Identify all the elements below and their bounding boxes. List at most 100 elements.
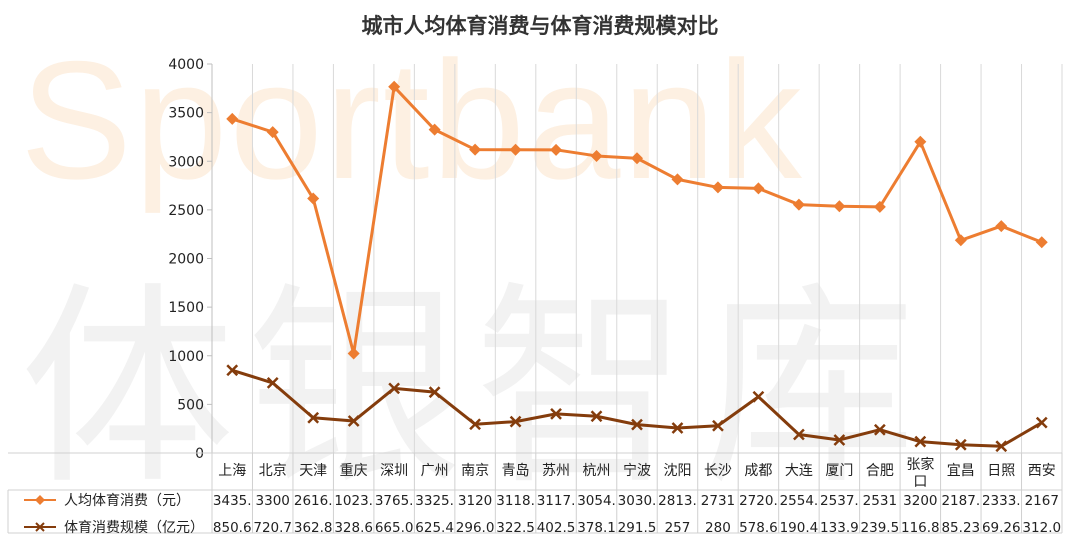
category-label: 宜昌 — [947, 463, 975, 479]
table-value: 3200 — [903, 493, 937, 509]
data-point — [307, 411, 320, 424]
category-label: 重庆 — [340, 463, 368, 479]
data-point — [711, 181, 724, 194]
category-label: 西安 — [1028, 463, 1056, 479]
data-point — [509, 143, 522, 156]
table-value: 291.5 — [618, 520, 657, 536]
category-label: 成都 — [744, 463, 772, 479]
table-value: 578.6 — [739, 520, 778, 536]
category-label: 广州 — [421, 463, 449, 479]
table-value: 116.8 — [901, 520, 940, 536]
data-point — [1035, 236, 1048, 249]
data-point — [752, 390, 765, 403]
series-line — [231, 85, 1043, 355]
y-tick-label: 0 — [195, 446, 204, 462]
data-point — [995, 220, 1008, 233]
y-tick-label: 2500 — [168, 203, 204, 219]
category-label: 青岛 — [502, 463, 530, 479]
category-label: 大连 — [785, 463, 813, 479]
legend-marker — [35, 522, 45, 532]
table-value: 239.5 — [861, 520, 900, 536]
chart-grid — [211, 64, 1063, 453]
legend-label: 体育消费规模（亿元） — [64, 520, 204, 536]
y-tick-label: 3500 — [168, 106, 204, 122]
category-label: 深圳 — [380, 463, 408, 479]
data-point — [914, 135, 927, 148]
data-point — [307, 192, 320, 205]
data-point — [671, 422, 684, 434]
table-value: 2187. — [941, 493, 980, 509]
data-point — [671, 173, 684, 186]
data-point — [873, 200, 886, 213]
table-value: 625.4 — [415, 520, 454, 536]
data-point — [226, 364, 239, 377]
table-value: 2537. — [820, 493, 859, 509]
category-label: 口 — [913, 474, 927, 490]
table-value: 378.1 — [577, 520, 616, 536]
data-point — [428, 123, 441, 136]
y-tick-label: 500 — [177, 397, 204, 413]
table-value: 85.23 — [941, 520, 980, 536]
data-point — [509, 415, 522, 428]
table-value: 3030. — [618, 493, 657, 509]
data-point — [550, 143, 563, 156]
data-point — [388, 80, 401, 93]
data-point — [388, 382, 401, 395]
y-tick-label: 1000 — [168, 349, 204, 365]
table-value: 312.0 — [1022, 520, 1061, 536]
category-label: 北京 — [259, 463, 287, 479]
table-value: 2731 — [701, 493, 735, 509]
table-value: 362.8 — [294, 520, 333, 536]
table-value: 133.9 — [820, 520, 859, 536]
data-point — [954, 438, 967, 451]
table-value: 3325. — [415, 493, 454, 509]
table-value: 2167 — [1025, 493, 1059, 509]
data-point — [873, 423, 886, 436]
table-value: 665.0 — [375, 520, 414, 536]
table-value: 3054. — [577, 493, 616, 509]
table-value: 296.0 — [456, 520, 495, 536]
table-value: 3300 — [256, 493, 290, 509]
table-value: 2531 — [863, 493, 897, 509]
data-point — [995, 440, 1008, 453]
data-point — [347, 415, 360, 427]
data-point — [469, 143, 482, 156]
category-label: 长沙 — [704, 463, 732, 479]
category-label: 杭州 — [583, 463, 611, 479]
y-tick-label: 2000 — [168, 252, 204, 268]
table-value: 3118. — [496, 493, 535, 509]
data-point — [752, 182, 765, 195]
data-point — [590, 149, 603, 162]
category-label: 厦门 — [825, 463, 853, 479]
series-line — [231, 368, 1043, 448]
data-point — [631, 152, 643, 165]
y-tick-label: 4000 — [168, 57, 204, 73]
data-point — [631, 418, 643, 431]
data-point — [833, 434, 846, 446]
table-value: 3117. — [537, 493, 576, 509]
table-value: 280 — [705, 520, 731, 536]
table-value: 2616. — [294, 493, 333, 509]
category-label: 天津 — [299, 463, 327, 479]
table-value: 3435. — [213, 493, 252, 509]
legend-label: 人均体育消费（元） — [64, 493, 190, 509]
category-label: 宁波 — [623, 462, 651, 479]
category-label: 合肥 — [866, 463, 894, 479]
data-point — [1035, 416, 1048, 429]
data-point — [712, 419, 724, 432]
table-value: 720.7 — [253, 520, 292, 536]
data-point — [266, 377, 279, 389]
data-point — [266, 126, 279, 139]
table-value: 190.4 — [780, 520, 819, 536]
data-point — [550, 407, 562, 420]
table-value: 3120 — [458, 493, 492, 509]
category-label: 南京 — [461, 463, 489, 479]
data-point — [347, 347, 360, 360]
table-value: 328.6 — [334, 520, 373, 536]
table-value: 69.26 — [982, 520, 1021, 536]
table-value: 322.5 — [496, 520, 535, 536]
data-point — [792, 198, 805, 211]
y-tick-label: 3000 — [168, 154, 204, 170]
table-value: 2333. — [982, 493, 1021, 509]
